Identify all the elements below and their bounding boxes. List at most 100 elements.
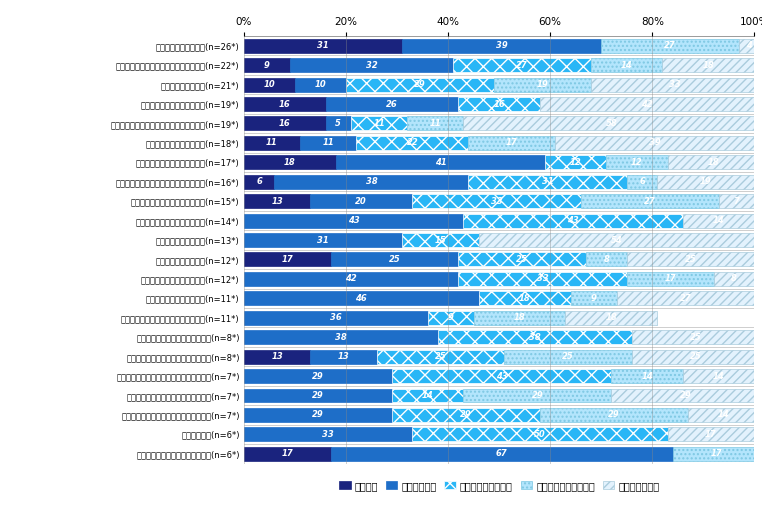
Text: 5: 5 (335, 119, 341, 128)
Text: 67: 67 (496, 449, 507, 458)
Text: 33: 33 (322, 430, 334, 439)
Bar (244, 116, 325, 130)
Text: 27: 27 (516, 61, 528, 70)
Text: 12: 12 (631, 158, 643, 167)
Text: 29: 29 (460, 410, 472, 419)
Text: 6: 6 (639, 177, 645, 186)
Bar (244, 214, 463, 228)
Bar (438, 330, 632, 344)
Text: 11: 11 (430, 119, 441, 128)
Text: 29: 29 (608, 410, 620, 419)
Bar (244, 350, 310, 364)
Bar (479, 233, 754, 247)
Bar (402, 39, 601, 53)
Text: 38: 38 (335, 333, 347, 342)
Bar (244, 252, 331, 266)
Bar (274, 175, 469, 189)
Bar (469, 175, 626, 189)
Text: 43: 43 (496, 371, 507, 381)
Text: 29: 29 (312, 371, 324, 381)
Bar (244, 136, 300, 150)
Text: 42: 42 (642, 99, 653, 109)
Text: 33: 33 (491, 197, 502, 205)
Text: 15: 15 (434, 235, 447, 245)
Bar (244, 233, 402, 247)
Bar (244, 97, 325, 111)
Bar (545, 156, 607, 169)
Bar (463, 388, 611, 403)
Bar (458, 97, 540, 111)
Bar (331, 252, 458, 266)
Text: 33: 33 (536, 274, 549, 283)
Text: 18: 18 (284, 158, 296, 167)
Text: 14: 14 (718, 410, 730, 419)
Text: 25: 25 (690, 333, 702, 342)
Text: 38: 38 (529, 333, 541, 342)
Text: 13: 13 (271, 197, 283, 205)
Text: 18: 18 (514, 313, 526, 322)
Bar (611, 369, 683, 383)
Text: 31: 31 (317, 235, 329, 245)
Text: 27: 27 (664, 41, 676, 50)
Bar (244, 369, 392, 383)
Text: 7: 7 (734, 197, 739, 205)
Bar (626, 252, 754, 266)
Text: 13: 13 (271, 352, 283, 361)
Bar (632, 350, 760, 364)
Bar (494, 78, 591, 92)
Bar (290, 58, 453, 72)
Text: 14: 14 (642, 371, 653, 381)
Bar (392, 388, 463, 403)
Text: 11: 11 (322, 139, 334, 147)
Text: 25: 25 (690, 352, 702, 361)
Bar (427, 311, 474, 325)
Text: 16: 16 (493, 99, 505, 109)
Bar (565, 311, 658, 325)
Bar (392, 408, 540, 422)
Text: 14: 14 (421, 391, 434, 400)
Text: 31: 31 (542, 177, 553, 186)
Text: 25: 25 (516, 255, 528, 264)
Text: 16: 16 (279, 119, 290, 128)
Bar (376, 350, 504, 364)
Text: 11: 11 (266, 139, 278, 147)
Text: 38: 38 (366, 177, 377, 186)
Bar (688, 408, 760, 422)
Text: 16: 16 (279, 99, 290, 109)
Text: 39: 39 (649, 139, 661, 147)
Bar (412, 194, 581, 208)
Text: 54: 54 (610, 235, 623, 245)
Bar (300, 136, 356, 150)
Bar (739, 39, 760, 53)
Text: 27: 27 (644, 197, 655, 205)
Text: 36: 36 (330, 313, 341, 322)
Bar (244, 291, 479, 305)
Bar (244, 311, 427, 325)
Bar (668, 427, 754, 441)
Bar (331, 447, 673, 461)
Bar (412, 427, 668, 441)
Text: 18: 18 (703, 61, 714, 70)
Bar (310, 194, 412, 208)
Text: 12: 12 (570, 158, 581, 167)
Text: 22: 22 (406, 139, 418, 147)
Text: 9: 9 (447, 313, 453, 322)
Text: 17: 17 (506, 139, 517, 147)
Text: 18: 18 (606, 313, 617, 322)
Bar (244, 447, 331, 461)
Text: 18: 18 (519, 294, 530, 303)
Bar (611, 388, 760, 403)
Text: 41: 41 (434, 158, 447, 167)
Text: 29: 29 (680, 391, 691, 400)
Bar (407, 116, 463, 130)
Text: 25: 25 (434, 352, 447, 361)
Text: 42: 42 (345, 274, 357, 283)
Bar (479, 291, 571, 305)
Bar (581, 194, 719, 208)
Text: 17: 17 (664, 274, 676, 283)
Text: 58: 58 (606, 119, 617, 128)
Bar (356, 136, 469, 150)
Bar (540, 408, 688, 422)
Bar (571, 291, 616, 305)
Text: 17: 17 (705, 430, 717, 439)
